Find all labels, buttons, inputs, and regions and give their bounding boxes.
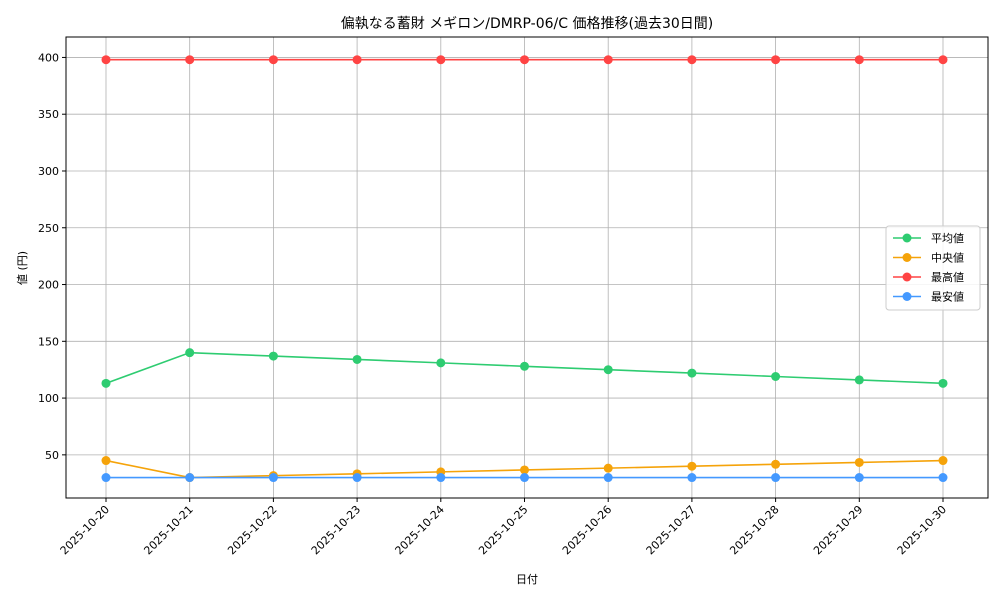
legend-label: 中央値 (931, 252, 964, 265)
x-tick-label: 2025-10-28 (727, 503, 781, 557)
x-tick-label: 2025-10-27 (644, 503, 698, 557)
y-axis-label: 値 (円) (16, 251, 29, 285)
x-axis: 2025-10-20 2025-10-21 2025-10-22 2025-10-23… (58, 498, 949, 557)
series-group (101, 55, 948, 483)
legend-label: 最安値 (931, 290, 964, 304)
x-tick-label: 2025-10-30 (895, 503, 949, 557)
data-point (771, 372, 781, 382)
data-point (101, 378, 111, 388)
data-point (268, 473, 278, 483)
data-point (185, 473, 195, 483)
series-平均値 (101, 348, 948, 388)
legend-box (885, 225, 981, 311)
data-point (687, 55, 697, 65)
y-tick-label: 250 (38, 222, 59, 235)
x-tick-label: 2025-10-29 (811, 503, 865, 557)
series-最安値 (101, 473, 948, 483)
data-point (771, 459, 781, 469)
data-point (436, 55, 446, 65)
x-tick-label: 2025-10-24 (393, 503, 447, 557)
data-point (771, 473, 781, 483)
y-tick-label: 400 (38, 51, 59, 64)
data-point (185, 55, 195, 65)
x-axis-label: 日付 (516, 573, 538, 586)
series-最高値 (101, 55, 948, 65)
legend-label: 最高値 (931, 270, 964, 284)
y-tick-label: 200 (38, 279, 59, 292)
data-point (101, 473, 111, 483)
legend-marker (902, 292, 912, 301)
x-tick-label: 2025-10-23 (309, 503, 363, 557)
data-point (101, 456, 111, 466)
data-point (268, 55, 278, 65)
x-tick-label: 2025-10-22 (225, 503, 279, 557)
data-point (854, 55, 864, 65)
y-tick-label: 350 (38, 108, 59, 121)
data-point (938, 378, 948, 388)
legend-label: 平均値 (931, 232, 964, 245)
y-tick-label: 300 (38, 165, 59, 178)
chart-title: 偏執なる蓄財 メギロン/DMRP-06/C 価格推移(過去30日間) (341, 16, 713, 32)
y-axis: 50 100 150 200 250 300 350 400 (38, 51, 66, 462)
data-point (268, 351, 278, 361)
data-point (101, 55, 111, 65)
data-point (520, 473, 529, 483)
data-point (603, 463, 613, 473)
grid (66, 37, 988, 498)
data-point (771, 55, 781, 65)
y-tick-label: 150 (38, 335, 59, 348)
data-point (854, 473, 864, 483)
data-point (352, 354, 362, 364)
data-point (603, 55, 613, 65)
data-point (854, 375, 864, 385)
data-point (520, 361, 529, 371)
data-point (938, 55, 948, 65)
data-point (603, 365, 613, 375)
data-point (854, 457, 864, 467)
x-tick-label: 2025-10-26 (560, 503, 614, 557)
x-tick-label: 2025-10-21 (141, 503, 195, 557)
data-point (436, 473, 446, 483)
data-point (938, 473, 948, 483)
data-point (185, 348, 195, 358)
legend-marker (902, 272, 912, 282)
legend-marker (902, 253, 912, 262)
x-tick-label: 2025-10-20 (58, 503, 112, 557)
data-point (520, 465, 529, 475)
data-point (352, 55, 362, 65)
data-point (687, 461, 697, 471)
data-point (687, 473, 697, 483)
series-中央値 (101, 456, 948, 483)
legend-marker (902, 233, 912, 243)
data-point (938, 456, 948, 466)
data-point (520, 55, 529, 65)
data-point (352, 473, 362, 483)
y-tick-label: 50 (45, 449, 59, 462)
y-tick-label: 100 (38, 392, 59, 405)
data-point (436, 358, 446, 368)
x-tick-label: 2025-10-25 (476, 503, 530, 557)
plot-frame (65, 36, 989, 499)
data-point (603, 473, 613, 483)
data-point (687, 368, 697, 378)
